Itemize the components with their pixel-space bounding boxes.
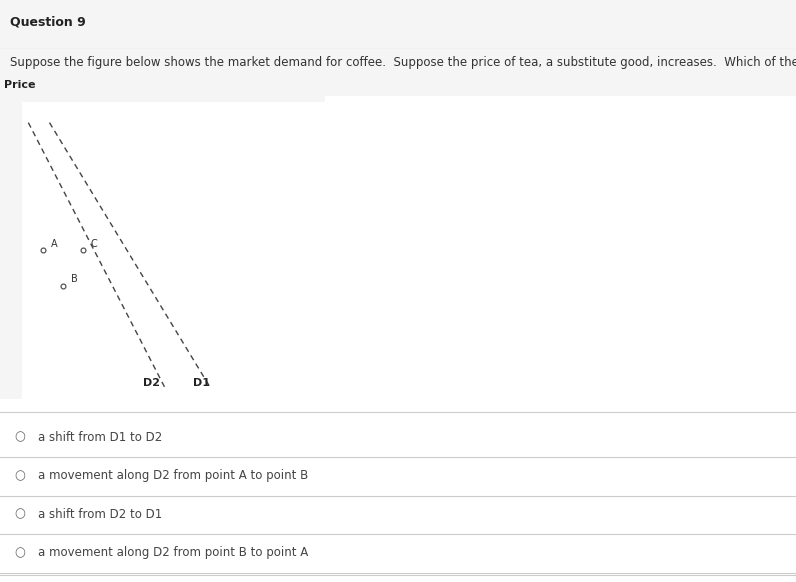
Text: B: B	[71, 274, 77, 285]
Text: C: C	[91, 239, 97, 249]
Text: a shift from D1 to D2: a shift from D1 to D2	[38, 431, 162, 443]
Text: D2: D2	[143, 378, 160, 388]
Text: Price: Price	[4, 80, 36, 90]
Text: Suppose the figure below shows the market demand for coffee.  Suppose the price : Suppose the figure below shows the marke…	[10, 56, 796, 69]
Text: ○: ○	[14, 431, 25, 443]
Text: a shift from D2 to D1: a shift from D2 to D1	[38, 508, 162, 521]
Text: A: A	[51, 239, 57, 249]
Text: ○: ○	[14, 546, 25, 559]
Text: ○: ○	[14, 469, 25, 482]
Text: Question 9: Question 9	[10, 16, 86, 29]
Text: a movement along D2 from point A to point B: a movement along D2 from point A to poin…	[38, 469, 309, 482]
Text: a movement along D2 from point B to point A: a movement along D2 from point B to poin…	[38, 546, 309, 559]
Text: Quantity: Quantity	[300, 420, 355, 430]
Text: ○: ○	[14, 508, 25, 521]
Text: D1: D1	[193, 378, 210, 388]
